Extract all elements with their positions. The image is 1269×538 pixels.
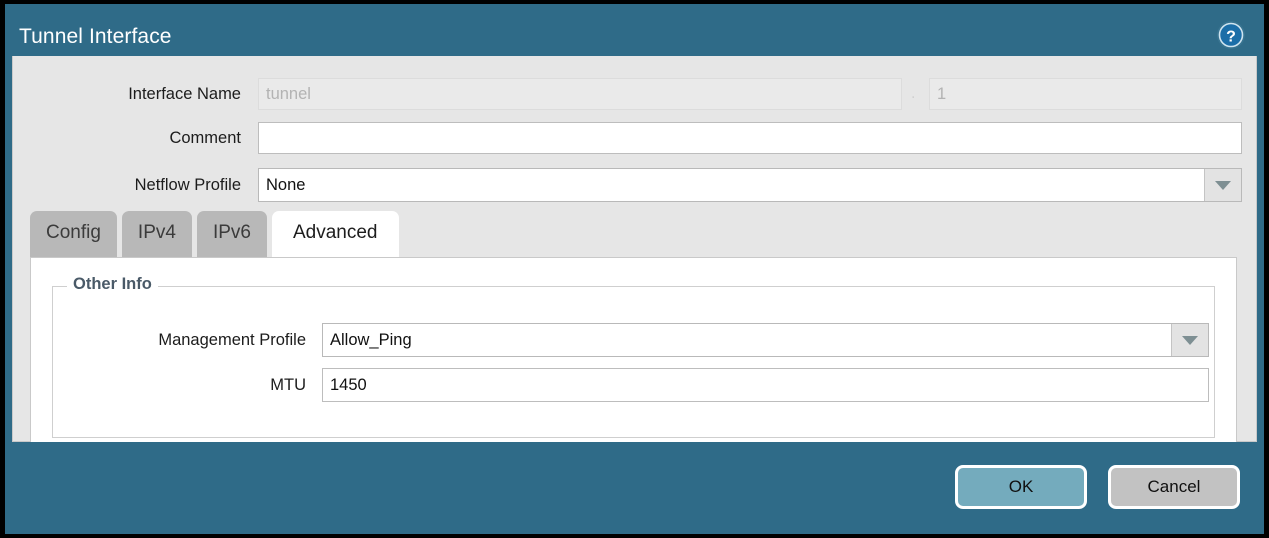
netflow-profile-select[interactable]: None: [258, 168, 1242, 202]
tab-config[interactable]: Config: [30, 211, 117, 257]
netflow-profile-dropdown-button[interactable]: [1204, 169, 1241, 201]
ok-button-label: OK: [1008, 477, 1034, 496]
dialog-body: Interface Name tunnel . 1 Comment Netflo…: [12, 56, 1257, 478]
tab-config-label: Config: [46, 222, 101, 243]
interface-name-suffix-input: 1: [929, 78, 1242, 110]
comment-row: Comment: [13, 122, 1243, 154]
ok-button[interactable]: OK: [955, 465, 1087, 509]
management-profile-label: Management Profile: [158, 331, 306, 349]
interface-name-row: Interface Name tunnel . 1: [13, 78, 1243, 110]
comment-input[interactable]: [258, 122, 1242, 154]
cancel-button[interactable]: Cancel: [1108, 465, 1240, 509]
tab-ipv4-label: IPv4: [137, 222, 176, 243]
tab-panel-advanced: Other Info Management Profile Allow_Ping…: [30, 257, 1237, 478]
other-info-legend: Other Info: [67, 275, 158, 294]
tab-ipv6-label: IPv6: [212, 222, 251, 243]
cancel-button-label: Cancel: [1147, 477, 1201, 496]
tab-ipv4[interactable]: IPv4: [121, 211, 192, 257]
help-circle-icon[interactable]: ?: [1216, 20, 1246, 50]
tab-advanced[interactable]: Advanced: [271, 211, 399, 257]
interface-name-separator: .: [911, 85, 916, 102]
management-profile-select[interactable]: Allow_Ping: [322, 323, 1209, 357]
svg-text:?: ?: [1226, 29, 1236, 46]
management-profile-value: Allow_Ping: [330, 331, 412, 349]
netflow-profile-value: None: [266, 176, 306, 194]
interface-name-prefix-input: tunnel: [258, 78, 902, 110]
tab-strip: Config IPv4 IPv6 Advanced: [30, 211, 404, 257]
dialog-title: Tunnel Interface: [19, 25, 172, 48]
netflow-profile-label: Netflow Profile: [134, 176, 241, 194]
mtu-row: MTU 1450: [69, 368, 1209, 402]
dialog-footer: OK Cancel: [5, 442, 1264, 534]
netflow-profile-row: Netflow Profile None: [13, 168, 1243, 202]
other-info-fieldset: Other Info Management Profile Allow_Ping…: [52, 275, 1215, 438]
tunnel-interface-dialog: Tunnel Interface ? Interface Name tunnel…: [5, 4, 1264, 534]
chevron-down-icon: [1215, 181, 1231, 190]
management-profile-dropdown-button[interactable]: [1171, 324, 1208, 356]
dialog-titlebar: Tunnel Interface ?: [5, 4, 1264, 56]
interface-name-label: Interface Name: [128, 85, 241, 103]
mtu-label: MTU: [270, 376, 306, 394]
management-profile-row: Management Profile Allow_Ping: [69, 323, 1209, 357]
tab-advanced-label: Advanced: [292, 222, 378, 243]
mtu-input[interactable]: 1450: [322, 368, 1209, 402]
chevron-down-icon: [1182, 336, 1198, 345]
tab-ipv6[interactable]: IPv6: [196, 211, 267, 257]
comment-label: Comment: [169, 129, 241, 147]
